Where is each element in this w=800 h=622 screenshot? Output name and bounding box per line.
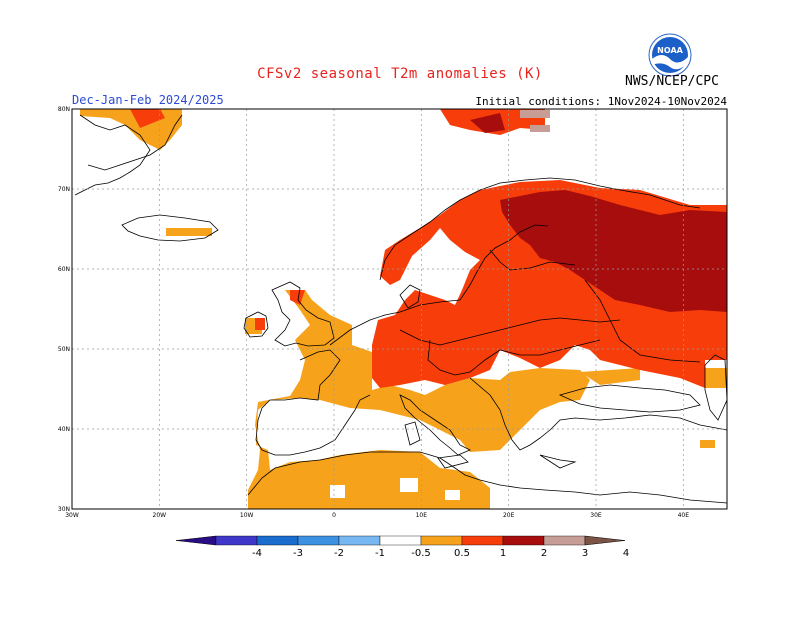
colorbar-tick-label: 3 xyxy=(582,548,588,559)
colorbar-tick-label: -0.5 xyxy=(411,548,431,559)
longitude-tick-label: 10W xyxy=(240,512,254,519)
coastlines xyxy=(74,114,728,504)
latitude-tick-label: 40N xyxy=(58,426,70,433)
anomaly-near-zero-patches xyxy=(330,478,460,500)
initial-conditions: Initial conditions: 1Nov2024-10Nov2024 xyxy=(475,95,727,108)
chart-title: CFSv2 seasonal T2m anomalies (K) xyxy=(257,66,543,82)
colorbar-segment xyxy=(461,535,504,546)
colorbar-tick-label: 1 xyxy=(500,548,506,559)
latitude-labels: 80N 70N 60N 50N 40N 30N xyxy=(58,106,70,513)
latitude-tick-label: 60N xyxy=(58,266,70,273)
longitude-labels: 30W 20W 10W 0 10E 20E 30E 40E xyxy=(65,512,689,519)
colorbar-tick-label: -3 xyxy=(293,548,303,559)
colorbar-tick-label: 2 xyxy=(541,548,547,559)
longitude-tick-label: 10E xyxy=(416,512,428,519)
colorbar-tick-label: -1 xyxy=(375,548,385,559)
svg-text:NOAA: NOAA xyxy=(657,46,683,55)
colorbar-segment xyxy=(543,535,586,546)
longitude-tick-label: 30E xyxy=(590,512,602,519)
colorbar-segment xyxy=(502,535,545,546)
colorbar-segment xyxy=(379,535,422,546)
colorbar-tick-label: -4 xyxy=(252,548,262,559)
colorbar-tick-label: 0.5 xyxy=(454,548,470,559)
forecast-period: Dec-Jan-Feb 2024/2025 xyxy=(72,93,224,107)
latitude-tick-label: 80N xyxy=(58,106,70,113)
colorbar-segment xyxy=(215,535,258,546)
longitude-tick-label: 40E xyxy=(678,512,690,519)
grid-lines xyxy=(72,109,727,509)
colorbar-segment xyxy=(420,535,463,546)
anomaly-2-3-regions xyxy=(470,113,727,312)
colorbar-high-arrow xyxy=(584,535,626,546)
anomaly-0_5-1-regions xyxy=(80,109,727,509)
colorbar-segment xyxy=(297,535,340,546)
map-frame xyxy=(71,108,728,510)
colorbar-tick-label: 4 xyxy=(623,548,629,559)
agency-label: NWS/NCEP/CPC xyxy=(625,74,719,89)
colorbar-low-arrow xyxy=(175,535,217,546)
colorbar-segment xyxy=(338,535,381,546)
noaa-logo-icon: NOAA xyxy=(648,33,692,77)
longitude-tick-label: 0 xyxy=(332,512,336,519)
colorbar-tick-label: -2 xyxy=(334,548,344,559)
latitude-tick-label: 70N xyxy=(58,186,70,193)
anomaly-fields xyxy=(80,109,727,509)
longitude-tick-label: 20E xyxy=(503,512,515,519)
latitude-tick-label: 30N xyxy=(58,506,70,513)
longitude-tick-label: 30W xyxy=(65,512,79,519)
longitude-tick-label: 20W xyxy=(153,512,167,519)
colorbar: -4 -3 -2 -1 -0.5 0.5 1 2 3 4 xyxy=(175,535,629,559)
latitude-tick-label: 50N xyxy=(58,346,70,353)
colorbar-segment xyxy=(256,535,299,546)
anomaly-3-4-regions xyxy=(520,110,550,132)
